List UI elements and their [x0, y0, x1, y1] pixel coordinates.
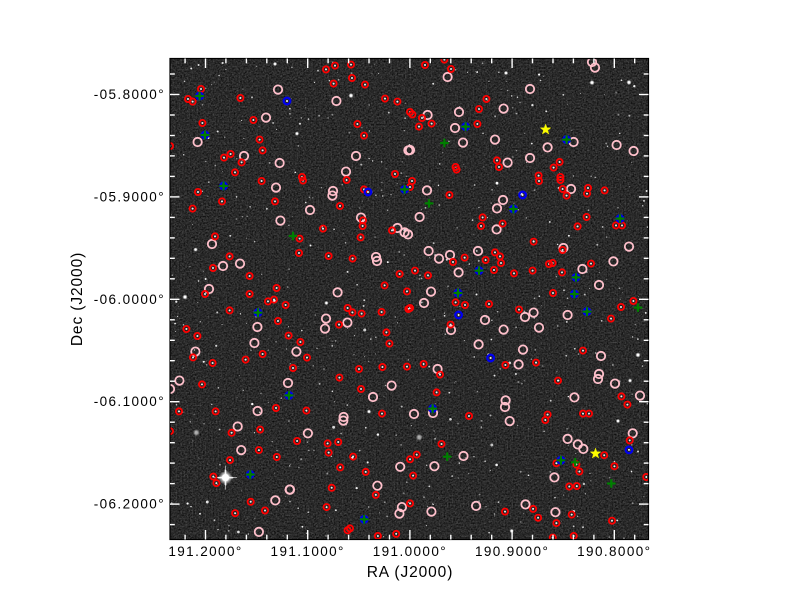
svg-text:-05.8000°: -05.8000°	[94, 87, 165, 102]
svg-text:-06.2000°: -06.2000°	[94, 497, 165, 512]
svg-text:RA (J2000): RA (J2000)	[367, 564, 454, 581]
svg-text:191.1000°: 191.1000°	[271, 544, 345, 559]
svg-text:-06.1000°: -06.1000°	[94, 394, 165, 409]
svg-text:190.9000°: 190.9000°	[475, 544, 549, 559]
svg-text:-05.9000°: -05.9000°	[94, 189, 165, 204]
svg-text:-06.0000°: -06.0000°	[94, 292, 165, 307]
svg-text:190.8000°: 190.8000°	[577, 544, 651, 559]
svg-text:191.2000°: 191.2000°	[168, 544, 242, 559]
svg-text:Dec (J2000): Dec (J2000)	[69, 252, 86, 346]
svg-text:191.0000°: 191.0000°	[373, 544, 447, 559]
